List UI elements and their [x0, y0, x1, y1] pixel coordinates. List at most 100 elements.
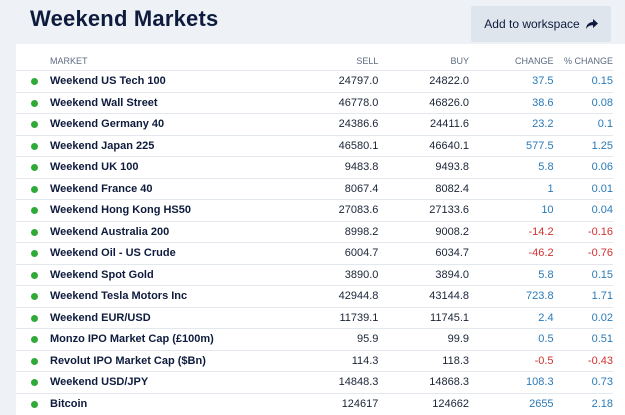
market-cell[interactable]: Weekend Australia 200 [16, 220, 288, 243]
markets-table: MARKET SELL BUY CHANGE % CHANGE Weekend … [16, 52, 613, 414]
market-open-status-icon [31, 357, 38, 365]
pct-change-value: 1.71 [553, 285, 613, 307]
market-name: Weekend Wall Street [50, 96, 158, 109]
market-cell[interactable]: Weekend Spot Gold [16, 263, 288, 286]
buy-price[interactable]: 99.9 [378, 328, 469, 350]
table-row[interactable]: Weekend Hong Kong HS50 27083.6 27133.6 10 0.… [16, 199, 613, 221]
change-value: 10 [469, 199, 554, 221]
market-name: Weekend USD/JPY [50, 376, 149, 389]
market-cell[interactable]: Weekend EUR/USD [16, 306, 288, 329]
buy-price[interactable]: 6034.7 [378, 242, 469, 264]
table-row[interactable]: Weekend EUR/USD 11739.1 11745.1 2.4 0.02 [16, 306, 613, 329]
market-cell[interactable]: Weekend Tesla Motors Inc [16, 285, 288, 307]
table-row[interactable]: Weekend USD/JPY 14848.3 14868.3 108.3 0.73 [16, 371, 613, 393]
market-name: Bitcoin [50, 397, 88, 410]
sell-price[interactable]: 95.9 [287, 328, 379, 350]
buy-price[interactable]: 118.3 [378, 349, 469, 372]
table-row[interactable]: Weekend Oil - US Crude 6004.7 6034.7 -46.2-… [16, 242, 613, 264]
market-name: Weekend US Tech 100 [50, 75, 166, 88]
column-header-market[interactable]: MARKET [50, 56, 88, 66]
table-row[interactable]: Weekend Spot Gold 3890.0 3894.0 5.8 0.15 [16, 263, 613, 286]
buy-price[interactable]: 14868.3 [378, 371, 469, 393]
sell-price[interactable]: 46580.1 [287, 134, 379, 157]
sell-price[interactable]: 114.3 [287, 349, 379, 372]
market-cell[interactable]: Monzo IPO Market Cap (£100m) [16, 328, 288, 350]
table-row[interactable]: Weekend US Tech 100 24797.0 24822.0 37.5 0.1… [16, 70, 613, 92]
market-open-status-icon [31, 379, 38, 386]
sell-price[interactable]: 11739.1 [287, 306, 379, 329]
pct-change-value: 0.51 [553, 328, 613, 350]
sell-price[interactable]: 8067.4 [287, 177, 379, 200]
buy-price[interactable]: 46826.0 [378, 91, 469, 114]
sell-price[interactable]: 24386.6 [287, 113, 379, 135]
column-header-sell[interactable]: SELL [356, 56, 379, 66]
table-row[interactable]: Revolut IPO Market Cap ($Bn) 114.3 118.3 -0… [16, 349, 613, 372]
table-row[interactable]: Weekend Wall Street 46778.0 46826.0 38.6 0.0… [16, 91, 613, 114]
market-name: Weekend Hong Kong HS50 [50, 204, 191, 217]
buy-price[interactable]: 46640.1 [378, 134, 469, 157]
buy-price[interactable]: 24411.6 [378, 113, 469, 135]
table-row[interactable]: Weekend Tesla Motors Inc 42944.8 43144.8 72… [16, 285, 613, 307]
buy-price[interactable]: 11745.1 [378, 306, 469, 329]
market-open-status-icon [31, 99, 38, 107]
sell-price[interactable]: 14848.3 [287, 371, 379, 393]
table-row[interactable]: Bitcoin 124617 124662 2655 2.18 [16, 392, 613, 414]
pct-change-value: 0.15 [553, 70, 613, 92]
sell-price[interactable]: 6004.7 [287, 242, 379, 264]
buy-price[interactable]: 8082.4 [378, 177, 469, 200]
buy-price[interactable]: 43144.8 [378, 285, 469, 307]
column-header-buy[interactable]: BUY [450, 56, 469, 66]
buy-price[interactable]: 24822.0 [378, 70, 469, 92]
change-value: 5.8 [469, 263, 554, 286]
buy-price[interactable]: 9008.2 [378, 220, 469, 243]
market-open-status-icon [31, 121, 38, 128]
pct-change-value: -0.43 [553, 349, 613, 372]
table-row[interactable]: Weekend Australia 200 8998.2 9008.2 -14.2 -0… [16, 220, 613, 243]
pct-change-value: 0.08 [553, 91, 613, 114]
market-open-status-icon [31, 314, 38, 322]
sell-price[interactable]: 9483.8 [287, 156, 379, 178]
column-header-change[interactable]: CHANGE [515, 56, 554, 66]
market-open-status-icon [31, 271, 38, 279]
market-cell[interactable]: Weekend France 40 [16, 177, 288, 200]
market-cell[interactable]: Weekend Germany 40 [16, 113, 288, 135]
sell-price[interactable]: 124617 [287, 392, 379, 414]
buy-price[interactable]: 124662 [378, 392, 469, 414]
table-row[interactable]: Weekend France 40 8067.4 8082.4 1 0.01 [16, 177, 613, 200]
pct-change-value: 2.18 [553, 392, 613, 414]
table-row[interactable]: Monzo IPO Market Cap (£100m) 95.9 99.9 0.5 0… [16, 328, 613, 350]
market-cell[interactable]: Revolut IPO Market Cap ($Bn) [16, 349, 288, 372]
table-row[interactable]: Weekend Japan 225 46580.1 46640.1 577.5 1.25 [16, 134, 613, 157]
sell-price[interactable]: 27083.6 [287, 199, 379, 221]
change-value: 108.3 [469, 371, 554, 393]
market-cell[interactable]: Weekend USD/JPY [16, 371, 288, 393]
change-value: 1 [469, 177, 554, 200]
market-cell[interactable]: Weekend Hong Kong HS50 [16, 199, 288, 221]
add-to-workspace-label: Add to workspace [484, 17, 580, 31]
table-row[interactable]: Weekend Germany 40 24386.6 24411.6 23.2 0.1 [16, 113, 613, 135]
column-header-pct-change[interactable]: % CHANGE [563, 56, 613, 66]
market-cell[interactable]: Bitcoin [16, 392, 288, 414]
market-cell[interactable]: Weekend UK 100 [16, 156, 288, 178]
market-name: Weekend Australia 200 [50, 225, 170, 238]
page-title: Weekend Markets [30, 6, 219, 31]
market-cell[interactable]: Weekend Oil - US Crude [16, 242, 288, 264]
buy-price[interactable]: 27133.6 [378, 199, 469, 221]
market-open-status-icon [31, 250, 38, 257]
market-cell[interactable]: Weekend Wall Street [16, 91, 288, 114]
add-to-workspace-button[interactable]: Add to workspace [471, 6, 611, 42]
sell-price[interactable]: 3890.0 [287, 263, 379, 286]
sell-price[interactable]: 24797.0 [287, 70, 379, 92]
buy-price[interactable]: 9493.8 [378, 156, 469, 178]
market-open-status-icon [31, 336, 38, 343]
change-value: 723.8 [469, 285, 554, 307]
market-name: Weekend Japan 225 [50, 139, 155, 152]
market-cell[interactable]: Weekend Japan 225 [16, 134, 288, 157]
sell-price[interactable]: 42944.8 [287, 285, 379, 307]
market-cell[interactable]: Weekend US Tech 100 [16, 70, 288, 92]
table-row[interactable]: Weekend UK 100 9483.8 9493.8 5.8 0.06 [16, 156, 613, 178]
sell-price[interactable]: 8998.2 [287, 220, 379, 243]
pct-change-value: 0.04 [553, 199, 613, 221]
sell-price[interactable]: 46778.0 [287, 91, 379, 114]
buy-price[interactable]: 3894.0 [378, 263, 469, 286]
